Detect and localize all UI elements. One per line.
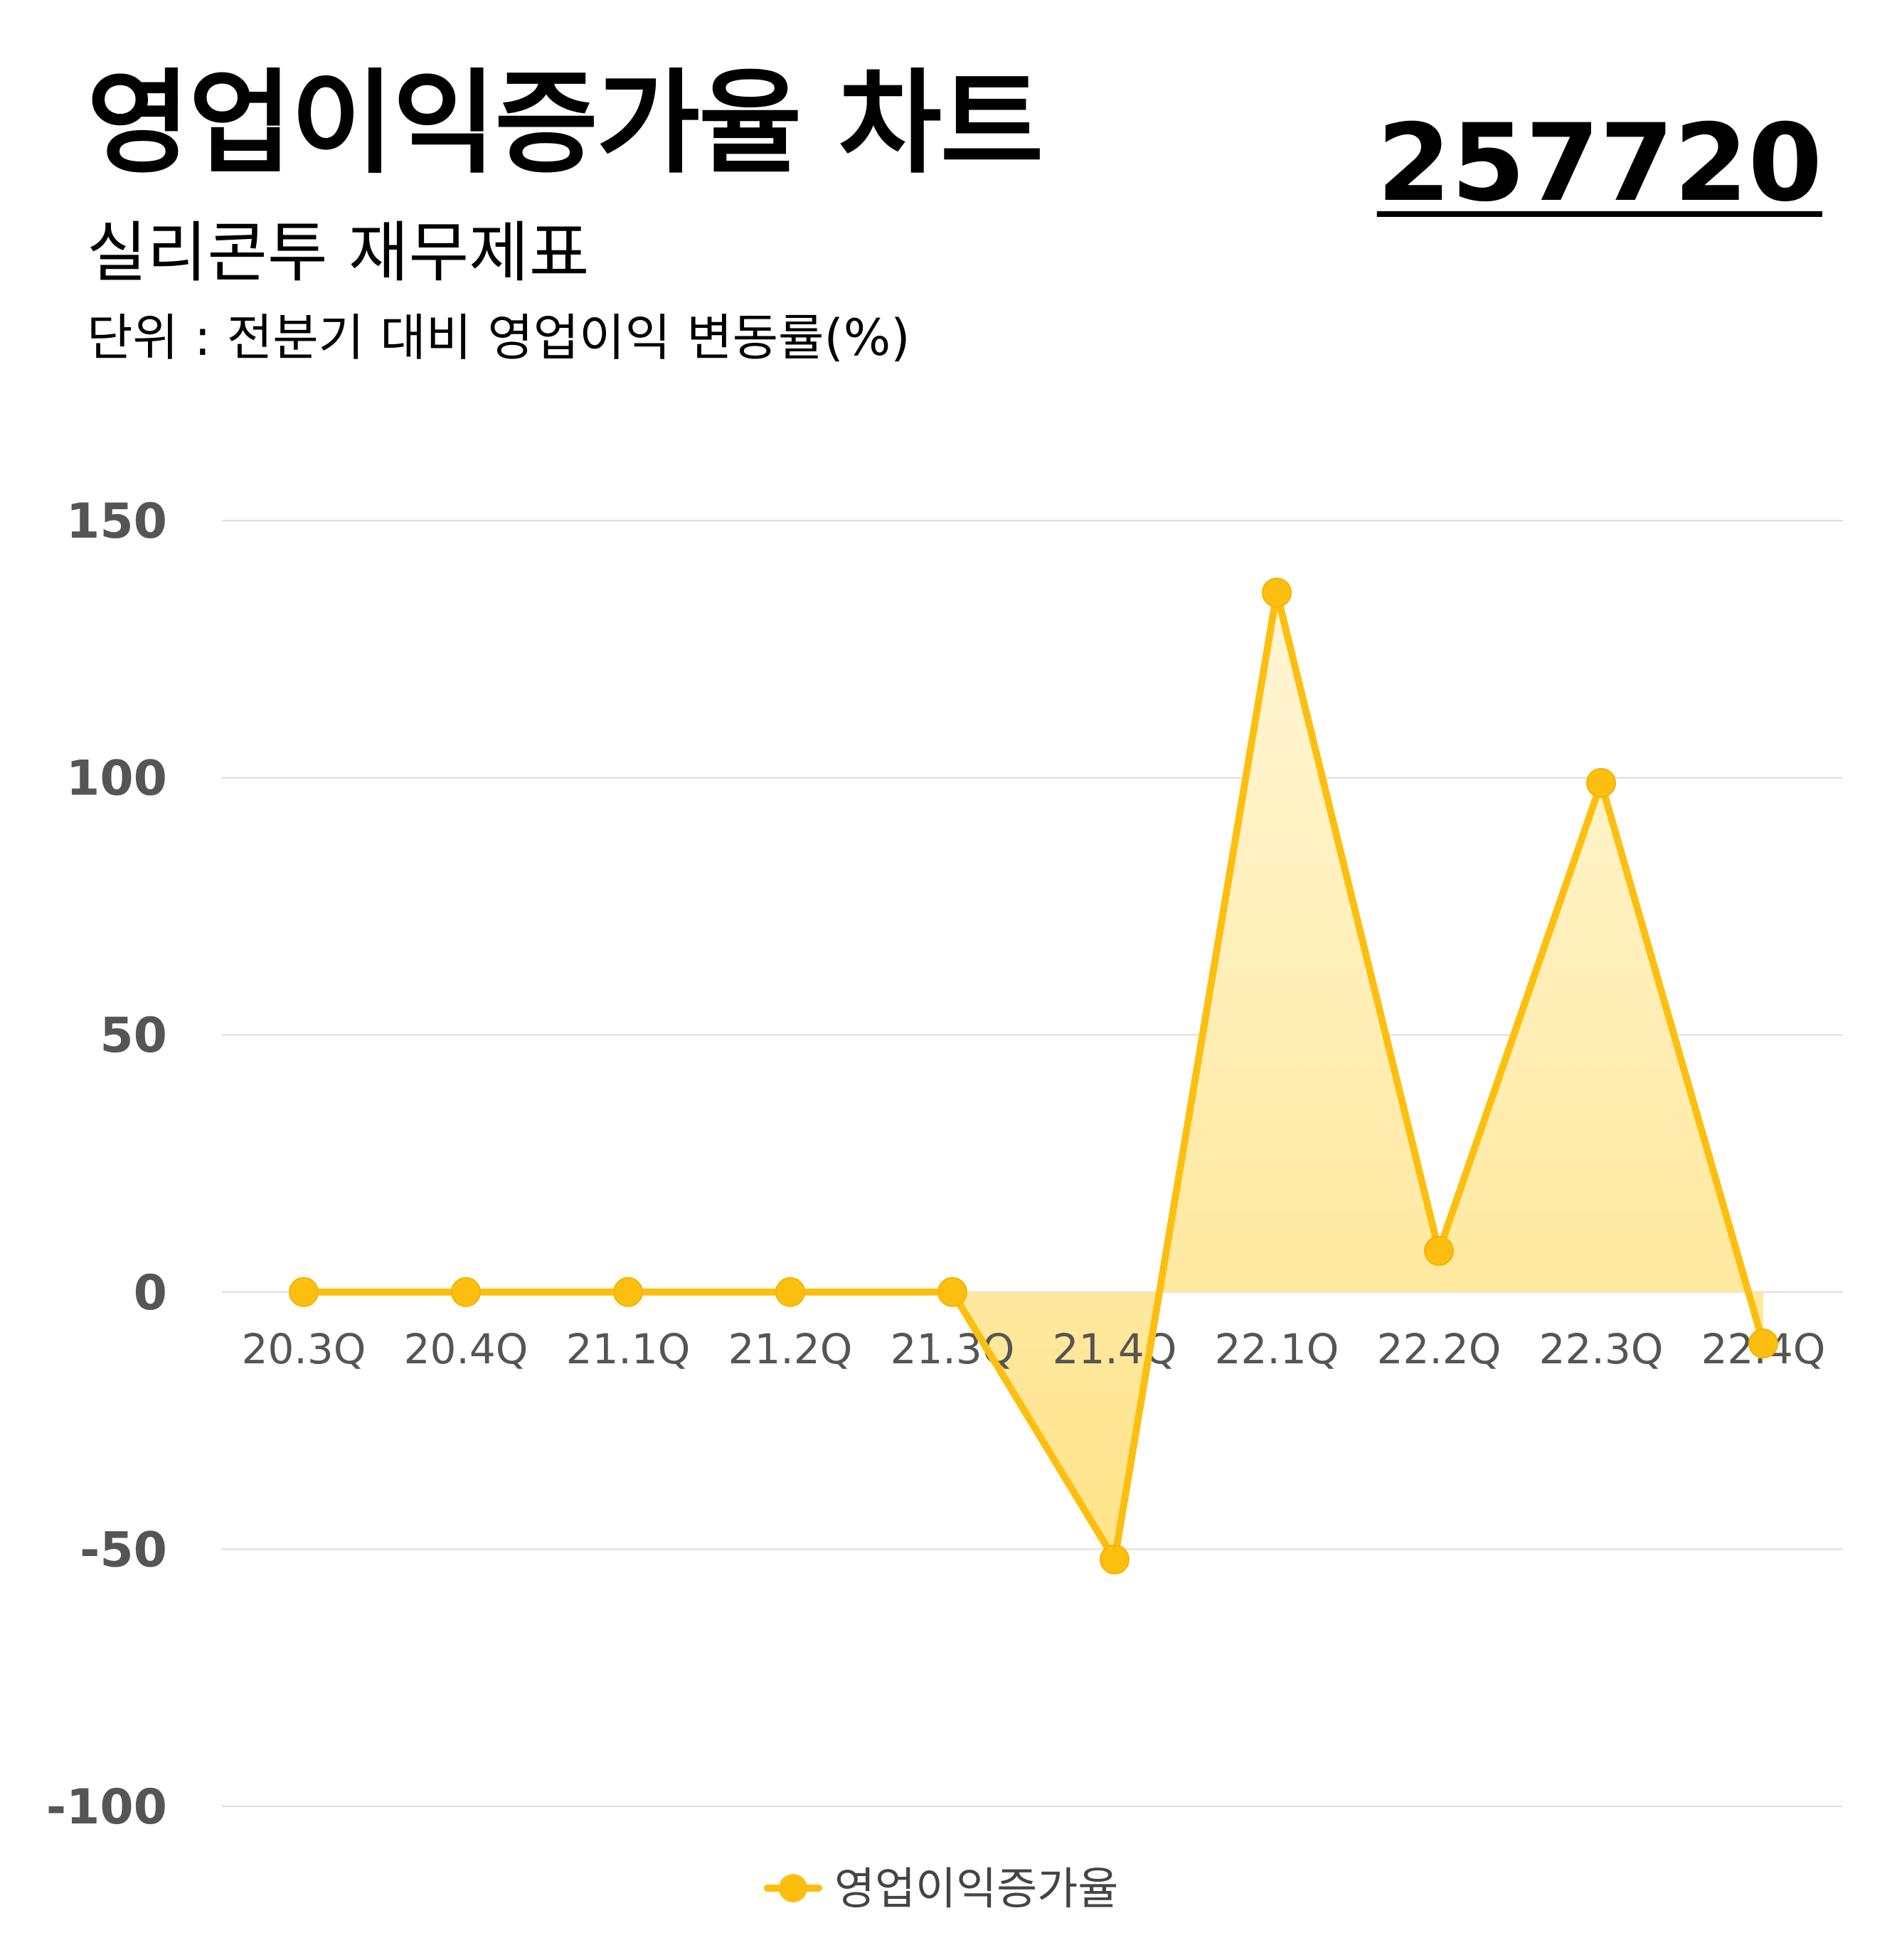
data-point[interactable] <box>775 1277 805 1307</box>
series-points <box>289 577 1778 1575</box>
y-tick-label: 100 <box>66 751 167 807</box>
area-fill <box>304 592 1763 1560</box>
legend[interactable]: 영업이익증가율 <box>764 1863 1118 1914</box>
data-point[interactable] <box>1262 577 1292 608</box>
y-tick-label: 0 <box>134 1265 167 1321</box>
data-point[interactable] <box>937 1277 967 1307</box>
y-tick-label: 150 <box>66 494 167 550</box>
x-tick-label: 21.1Q <box>566 1325 691 1373</box>
page-subtitle: 실리콘투 재무제표 <box>87 215 590 291</box>
x-tick-label: 21.2Q <box>728 1325 853 1373</box>
data-point[interactable] <box>289 1277 319 1307</box>
x-tick-label: 22.1Q <box>1215 1325 1339 1373</box>
x-tick-label: 20.3Q <box>242 1325 366 1373</box>
data-point[interactable] <box>613 1277 643 1307</box>
data-point[interactable] <box>451 1277 481 1307</box>
data-point[interactable] <box>1586 767 1616 798</box>
x-tick-label: 22.3Q <box>1539 1325 1664 1373</box>
legend-marker <box>779 1874 807 1902</box>
page-title: 영업이익증가율 차트 <box>87 58 1043 189</box>
area-shape <box>304 592 1763 1560</box>
y-axis-ticks: 150 100 50 0 -50 -100 <box>46 494 167 1836</box>
x-tick-label: 21.4Q <box>1053 1325 1177 1373</box>
x-tick-label: 20.4Q <box>404 1325 528 1373</box>
data-point[interactable] <box>1100 1544 1130 1575</box>
data-point[interactable] <box>1424 1235 1454 1266</box>
y-tick-label: -50 <box>80 1522 167 1578</box>
series-polyline <box>300 589 1767 1563</box>
series-line <box>300 589 1767 1563</box>
unit-label: 단위 : 전분기 대비 영업이익 변동률(%) <box>87 309 910 367</box>
x-axis-ticks: 20.3Q 20.4Q 21.1Q 21.2Q 21.3Q 21.4Q 22.1Q 22.2Q… <box>242 1325 1826 1373</box>
x-tick-label: 22.2Q <box>1377 1325 1502 1373</box>
y-tick-label: -100 <box>46 1779 167 1836</box>
y-tick-label: 50 <box>100 1008 167 1064</box>
data-point[interactable] <box>1748 1328 1778 1359</box>
legend-label: 영업이익증가율 <box>834 1863 1118 1914</box>
stock-code[interactable]: 257720 <box>1376 102 1822 225</box>
